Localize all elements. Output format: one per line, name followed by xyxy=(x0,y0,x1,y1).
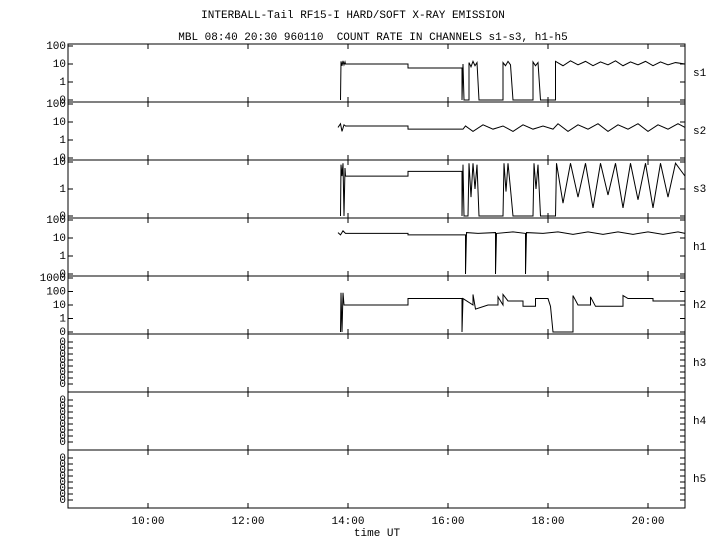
y-tick-label: 0 xyxy=(59,373,66,385)
chart-title: INTERBALL-Tail RF15-I HARD/SOFT X-RAY EM… xyxy=(201,10,505,22)
y-tick-label: 0 xyxy=(59,355,66,367)
data-line xyxy=(337,230,686,275)
y-tick-label: 0 xyxy=(59,367,66,379)
data-line xyxy=(340,292,685,333)
panel-frame xyxy=(67,449,686,509)
y-tick-label: 100 xyxy=(46,286,66,298)
y-tick-label: 1 xyxy=(59,184,66,196)
y-tick-label: 0 xyxy=(59,477,66,489)
panel-label: h4 xyxy=(693,416,707,428)
panel-label: h3 xyxy=(693,358,706,370)
panel-label: s3 xyxy=(693,184,706,196)
y-tick-label: 100 xyxy=(46,215,66,227)
y-tick-label: 0 xyxy=(59,407,66,419)
y-tick-label: 0 xyxy=(59,379,66,391)
y-tick-label: 10 xyxy=(53,157,66,169)
y-tick-label: 0 xyxy=(59,489,66,501)
y-tick-label: 1 xyxy=(59,251,66,263)
panel-label: h1 xyxy=(693,242,707,254)
data-line xyxy=(340,162,686,217)
y-tick-label: 0 xyxy=(59,413,66,425)
y-tick-label: 0 xyxy=(59,395,66,407)
panel-label: s2 xyxy=(693,126,706,138)
x-tick-label: 14:00 xyxy=(331,516,364,528)
y-tick-label: 0 xyxy=(59,419,66,431)
panel-label: h2 xyxy=(693,300,706,312)
y-tick-label: 0 xyxy=(59,465,66,477)
y-tick-label: 0 xyxy=(59,471,66,483)
y-tick-label: 0 xyxy=(59,401,66,413)
y-tick-label: 0 xyxy=(59,269,66,281)
panel-label: s1 xyxy=(693,68,707,80)
y-tick-label: 0 xyxy=(59,361,66,373)
y-tick-label: 0 xyxy=(59,95,66,107)
data-line xyxy=(337,122,686,133)
y-tick-label: 1000 xyxy=(40,273,66,285)
y-tick-label: 0 xyxy=(59,337,66,349)
y-tick-label: 10 xyxy=(53,300,66,312)
y-tick-label: 0 xyxy=(59,437,66,449)
y-tick-label: 0 xyxy=(59,327,66,339)
panel-label: h5 xyxy=(693,474,706,486)
x-tick-label: 16:00 xyxy=(431,516,464,528)
y-tick-label: 10 xyxy=(53,59,66,71)
y-tick-label: 0 xyxy=(59,211,66,223)
y-tick-label: 0 xyxy=(59,453,66,465)
x-axis-label: time UT xyxy=(354,528,401,540)
chart-subtitle: MBL 08:40 20:30 960110 COUNT RATE IN CHA… xyxy=(178,32,567,44)
x-tick-label: 18:00 xyxy=(531,516,564,528)
y-tick-label: 100 xyxy=(46,99,66,111)
y-tick-label: 0 xyxy=(59,343,66,355)
y-tick-label: 0 xyxy=(59,483,66,495)
y-tick-label: 1 xyxy=(59,135,66,147)
y-tick-label: 10 xyxy=(53,117,66,129)
y-tick-label: 0 xyxy=(59,431,66,443)
y-tick-label: 0 xyxy=(59,459,66,471)
y-tick-label: 1 xyxy=(59,77,66,89)
y-tick-label: 10 xyxy=(53,233,66,245)
y-tick-label: 0 xyxy=(59,495,66,507)
y-tick-label: 0 xyxy=(59,153,66,165)
x-tick-label: 10:00 xyxy=(131,516,164,528)
y-tick-label: 0 xyxy=(59,349,66,361)
y-tick-label: 1 xyxy=(59,313,66,325)
x-tick-label: 12:00 xyxy=(231,516,264,528)
y-tick-label: 100 xyxy=(46,41,66,53)
y-tick-label: 0 xyxy=(59,425,66,437)
data-line xyxy=(340,60,686,101)
x-tick-label: 20:00 xyxy=(631,516,664,528)
